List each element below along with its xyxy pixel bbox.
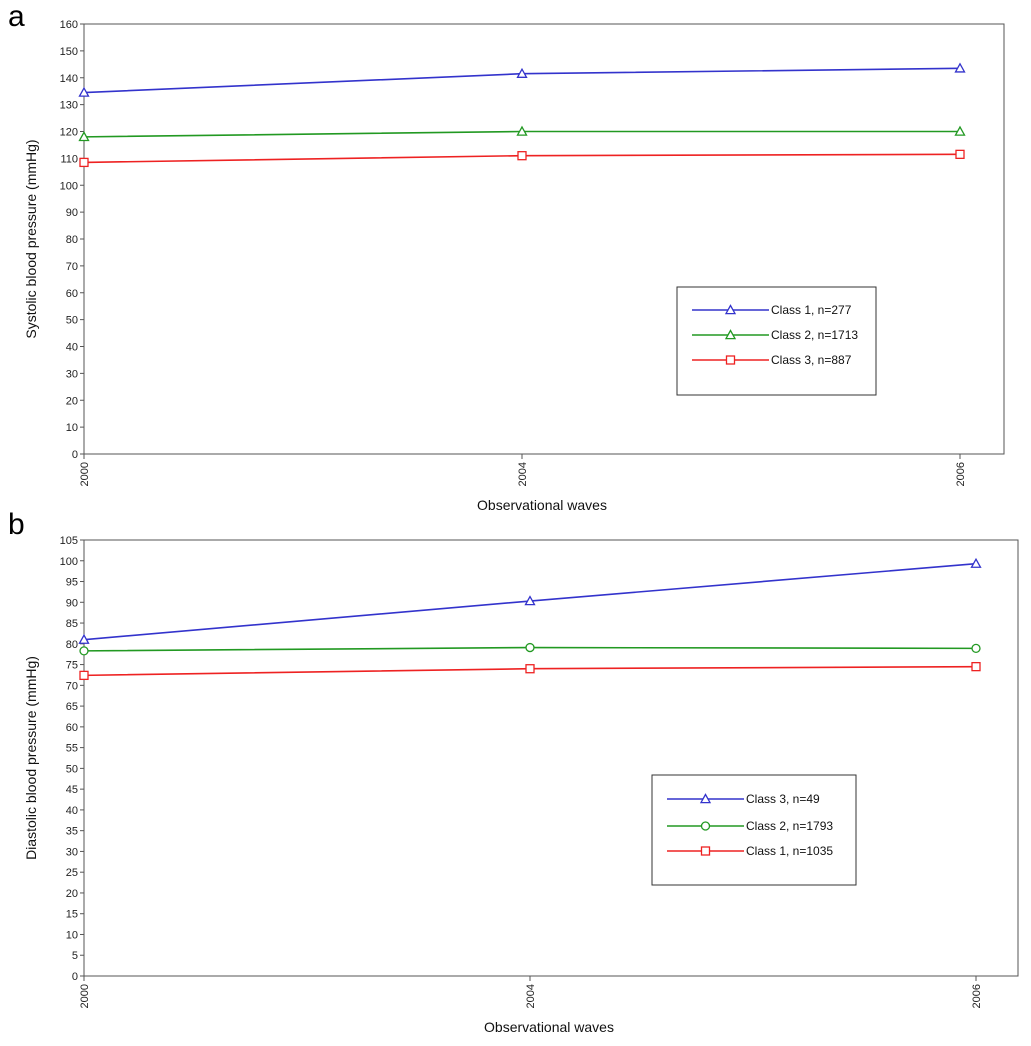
legend-marker (700, 821, 711, 831)
data-point (79, 157, 89, 168)
y-tick-label: 95 (66, 577, 78, 589)
series-1 (78, 62, 966, 97)
x-tick-label: 2000 (79, 984, 91, 1008)
data-point (79, 670, 89, 681)
data-point (516, 125, 528, 136)
y-axis-title: Diastolic blood pressure (mmHg) (23, 656, 39, 860)
data-point (525, 642, 535, 653)
data-point (955, 149, 965, 159)
legend-label: Class 1, n=1035 (746, 844, 833, 858)
legend-marker (725, 355, 736, 365)
y-tick-label: 40 (66, 342, 78, 354)
data-point (525, 664, 535, 674)
data-point (517, 151, 527, 161)
panel-label-a: a (8, 0, 25, 33)
y-tick-label: 10 (66, 929, 78, 941)
data-point (516, 67, 528, 78)
panel-label-b: b (8, 508, 25, 541)
data-point (954, 125, 966, 136)
y-tick-label: 40 (66, 805, 78, 817)
legend-marker (724, 304, 737, 315)
series-3 (79, 149, 965, 168)
data-point (78, 131, 90, 142)
y-tick-label: 160 (60, 19, 78, 31)
x-axis-title: Observational waves (477, 497, 607, 513)
legend-marker (724, 329, 737, 340)
legend: Class 1, n=277 Class 2, n=1713 Class 3, n=… (676, 286, 877, 396)
data-point (524, 595, 536, 606)
series-3 (79, 661, 981, 681)
y-tick-label: 70 (66, 261, 78, 273)
data-point (78, 633, 90, 644)
y-tick-label: 90 (66, 597, 78, 609)
y-tick-label: 20 (66, 888, 78, 900)
chart-a: 0 10 20 30 40 50 60 70 80 90 100 110 120 130 140 150 160… (23, 19, 1005, 513)
x-tick-label: 2006 (971, 984, 983, 1008)
y-tick-label: 45 (66, 784, 78, 796)
y-tick-label: 75 (66, 660, 78, 672)
y-tick-label: 60 (66, 722, 78, 734)
y-tick-label: 30 (66, 846, 78, 858)
legend-label: Class 2, n=1713 (771, 328, 858, 342)
data-point (79, 646, 89, 656)
y-tick-label: 35 (66, 826, 78, 838)
legend-label: Class 2, n=1793 (746, 819, 833, 833)
y-tick-label: 0 (72, 449, 78, 461)
data-point (954, 62, 966, 73)
y-axis-title: Systolic blood pressure (mmHg) (23, 139, 39, 338)
x-tick-label: 2004 (517, 462, 529, 486)
y-tick-label: 60 (66, 288, 78, 300)
y-tick-label: 5 (72, 950, 78, 962)
legend-marker (700, 846, 711, 856)
chart-b: 0 5 10 15 20 25 30 35 40 45 50 55 60 65 70 75 80 85 90 95 10… (23, 535, 1019, 1035)
series-2 (79, 642, 981, 656)
y-tick-label: 100 (60, 556, 78, 568)
data-point (971, 643, 981, 654)
legend-label: Class 1, n=277 (771, 303, 852, 317)
y-tick-label: 130 (60, 100, 78, 112)
y-tick-label: 110 (60, 153, 78, 165)
y-tick-label: 20 (66, 395, 78, 407)
y-tick-label: 80 (66, 234, 78, 246)
x-axis-title: Observational waves (484, 1019, 614, 1035)
y-tick-label: 70 (66, 680, 78, 692)
y-tick-label: 0 (72, 971, 78, 983)
x-tick-label: 2000 (79, 462, 91, 486)
legend-label: Class 3, n=49 (746, 792, 820, 806)
y-tick-label: 15 (66, 909, 78, 921)
series-2 (78, 125, 966, 142)
y-tick-label: 30 (66, 368, 78, 380)
y-tick-label: 85 (66, 618, 78, 630)
y-tick-label: 105 (60, 535, 78, 547)
y-tick-label: 150 (60, 46, 78, 58)
y-tick-label: 120 (60, 127, 78, 139)
y-tick-label: 140 (60, 73, 78, 85)
x-tick-label: 2004 (525, 984, 537, 1008)
y-tick-label: 80 (66, 639, 78, 651)
y-tick-label: 55 (66, 743, 78, 755)
y-tick-label: 25 (66, 867, 78, 879)
y-tick-label: 10 (66, 422, 78, 434)
legend: Class 3, n=49 Class 2, n=1793 Class 1, n=1… (651, 774, 857, 886)
legend-box (676, 286, 877, 396)
y-tick-label: 50 (66, 315, 78, 327)
series-1 (78, 557, 982, 644)
legend-marker (699, 793, 712, 804)
y-tick-label: 90 (66, 207, 78, 219)
legend-label: Class 3, n=887 (771, 353, 852, 367)
legend-box (651, 774, 857, 886)
data-point (971, 661, 981, 672)
x-tick-label: 2006 (955, 462, 967, 486)
y-tick-label: 100 (60, 180, 78, 192)
plot-frame (83, 539, 1019, 977)
data-point (78, 86, 90, 97)
data-point (970, 557, 982, 568)
y-tick-label: 50 (66, 763, 78, 775)
y-tick-label: 65 (66, 701, 78, 713)
